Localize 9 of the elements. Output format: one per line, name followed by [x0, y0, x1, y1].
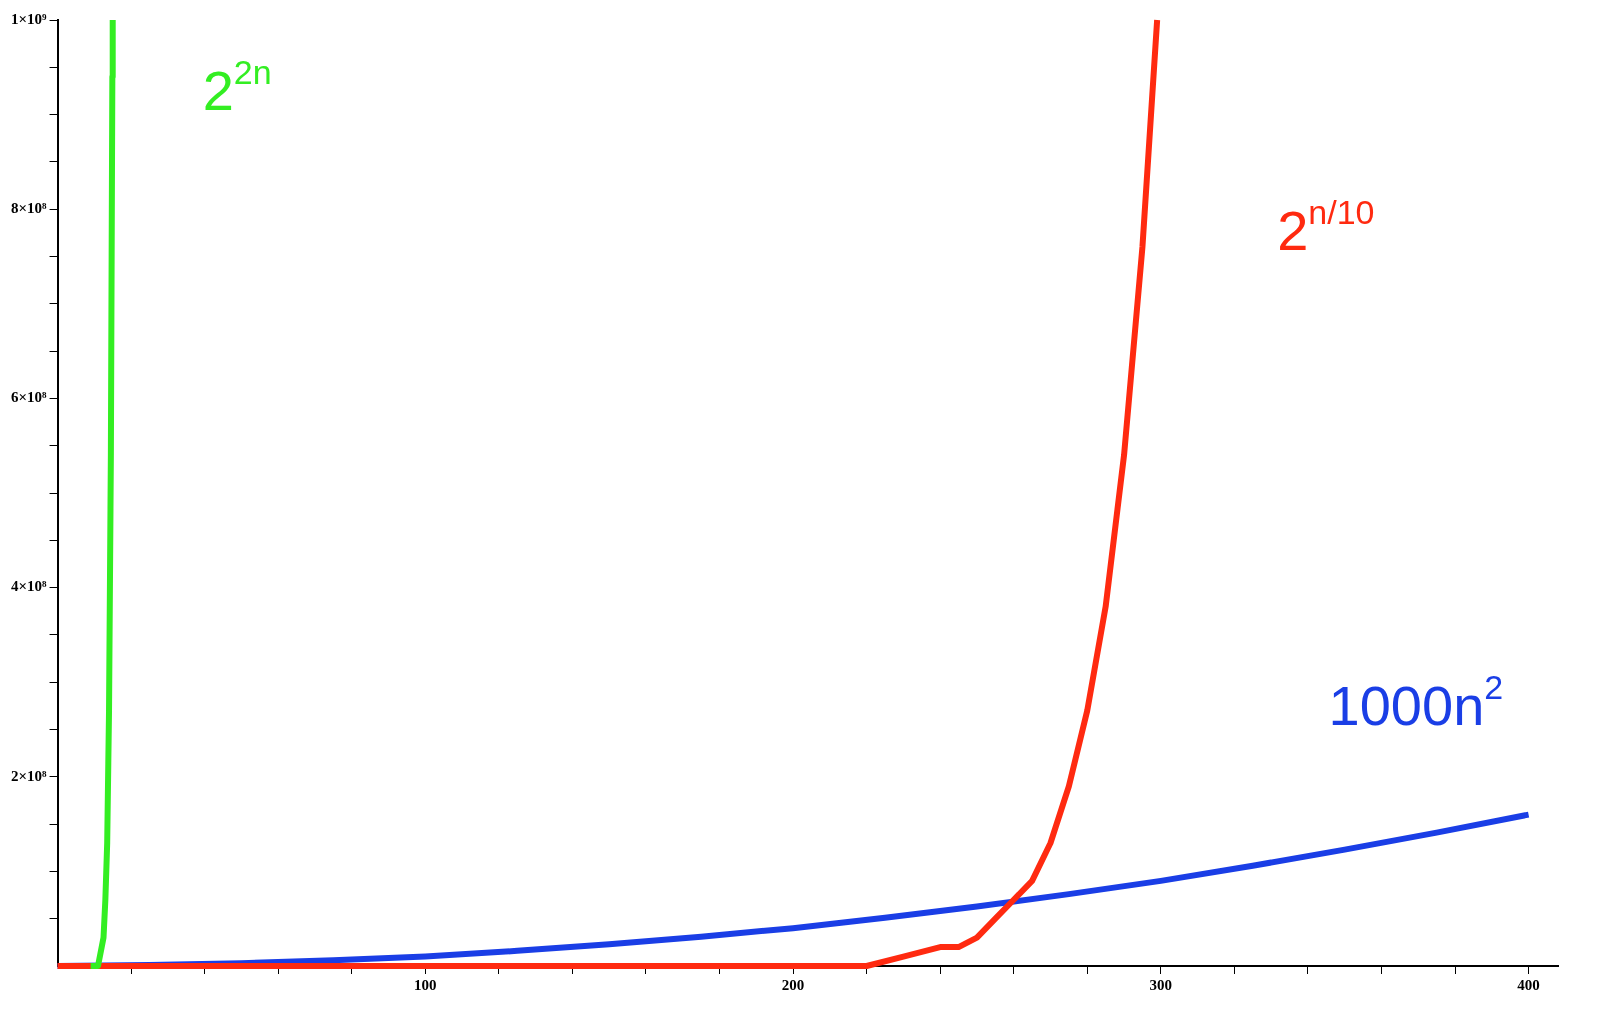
- y-tick-label: 6×10⁸: [11, 389, 48, 406]
- x-tick-label: 400: [1517, 976, 1540, 993]
- y-tick-label: 1×10⁹: [11, 10, 48, 27]
- y-tick-label: 8×10⁸: [11, 200, 48, 217]
- y-tick-label: 4×10⁸: [11, 578, 48, 595]
- x-tick-label: 300: [1149, 976, 1173, 993]
- x-tick-label: 200: [781, 976, 805, 993]
- y-tick-label: 2×10⁸: [11, 767, 48, 784]
- x-tick-label: 100: [414, 976, 437, 993]
